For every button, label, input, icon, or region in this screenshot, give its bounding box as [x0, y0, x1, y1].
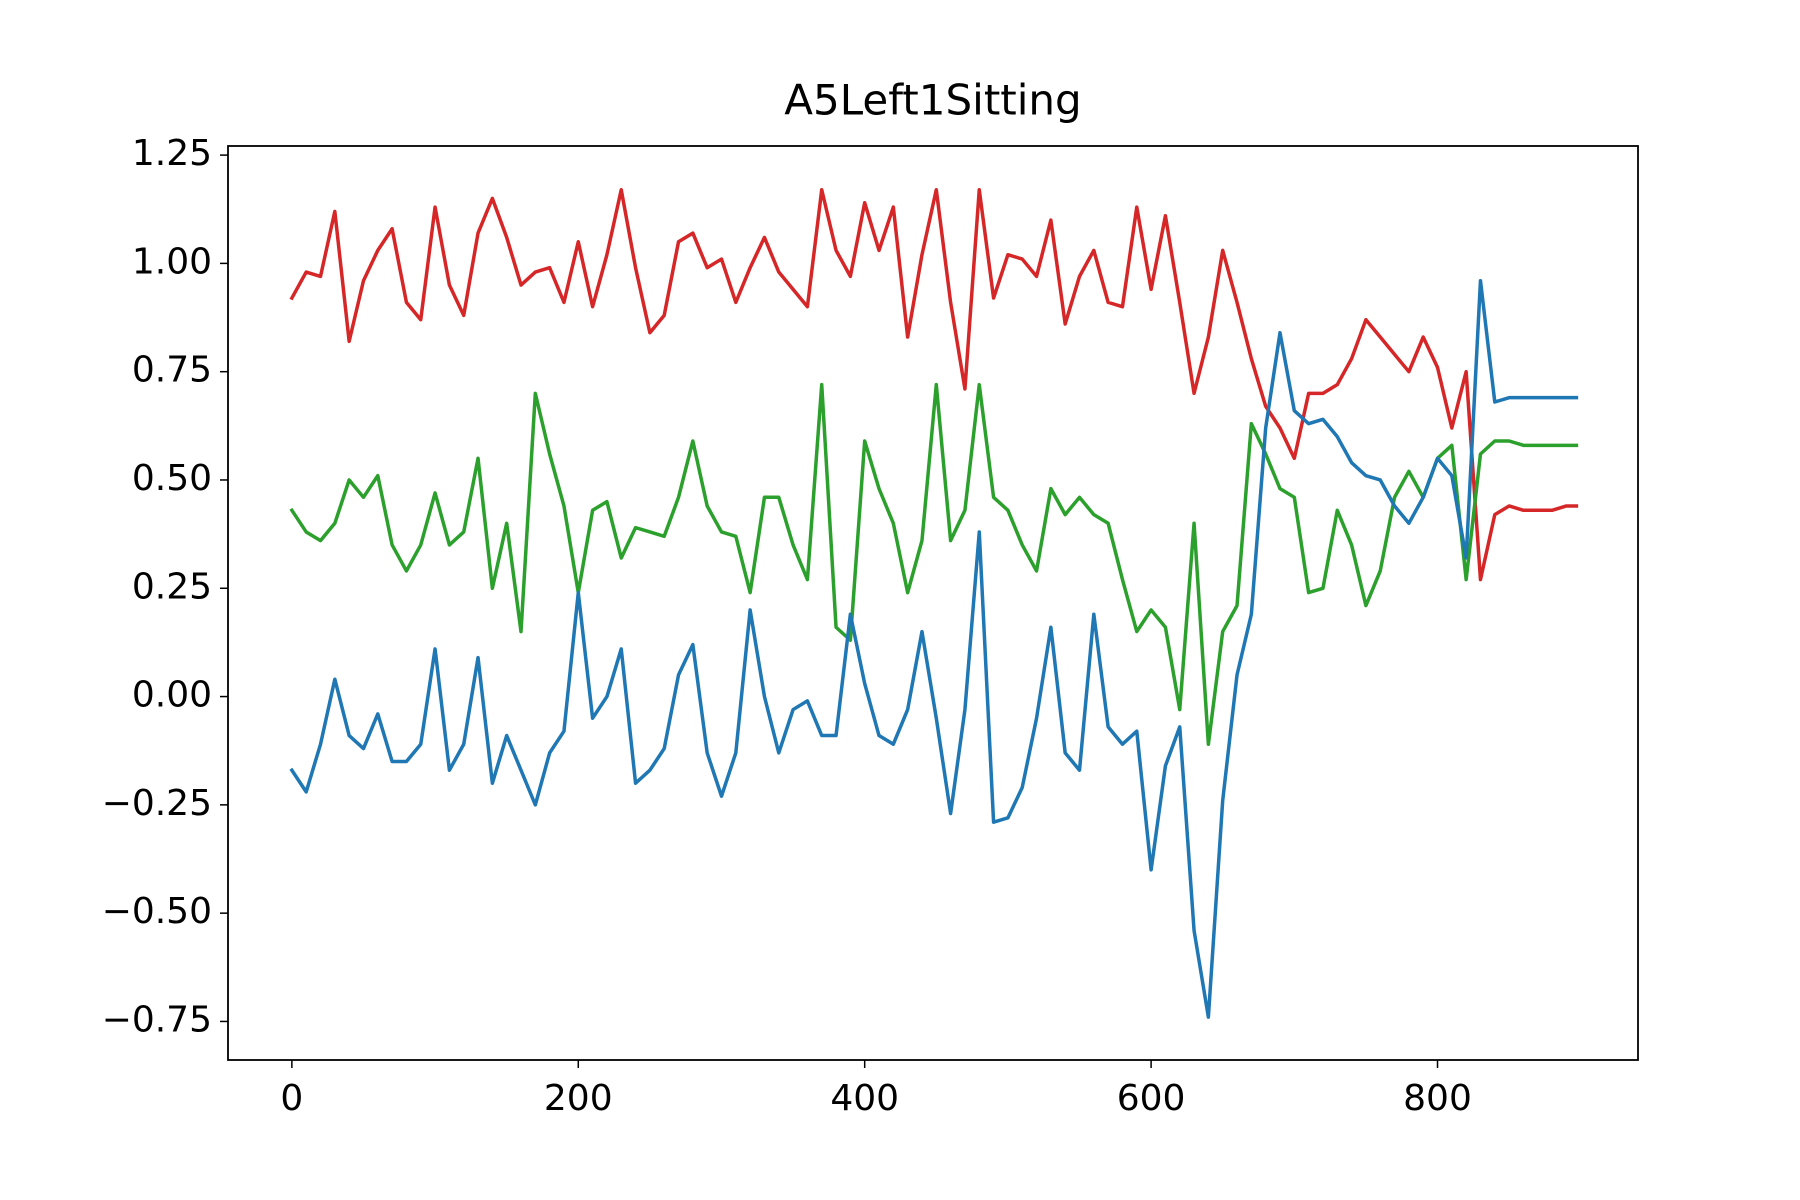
y-tick-label: 0.50 — [132, 458, 212, 499]
y-tick-label: 1.00 — [132, 241, 212, 282]
y-tick-label: 0.75 — [132, 350, 212, 391]
chart-title: A5Left1Sitting — [784, 76, 1081, 125]
y-tick-label: −0.75 — [102, 999, 212, 1040]
series-line — [289, 382, 1579, 746]
y-tick-label: 0.00 — [132, 675, 212, 716]
x-tick-label: 600 — [1117, 1078, 1186, 1119]
y-tick-label: −0.50 — [102, 891, 212, 932]
y-tick-label: 1.25 — [132, 133, 212, 174]
series-line — [289, 278, 1579, 1019]
x-tick-label: 400 — [830, 1078, 899, 1119]
x-tick-label: 200 — [544, 1078, 613, 1119]
series-line — [289, 188, 1579, 582]
x-tick-label: 0 — [280, 1078, 303, 1119]
x-tick-label: 800 — [1403, 1078, 1472, 1119]
y-tick-label: −0.25 — [102, 783, 212, 824]
y-tick-label: 0.25 — [132, 566, 212, 607]
plot-frame — [227, 145, 1639, 1061]
